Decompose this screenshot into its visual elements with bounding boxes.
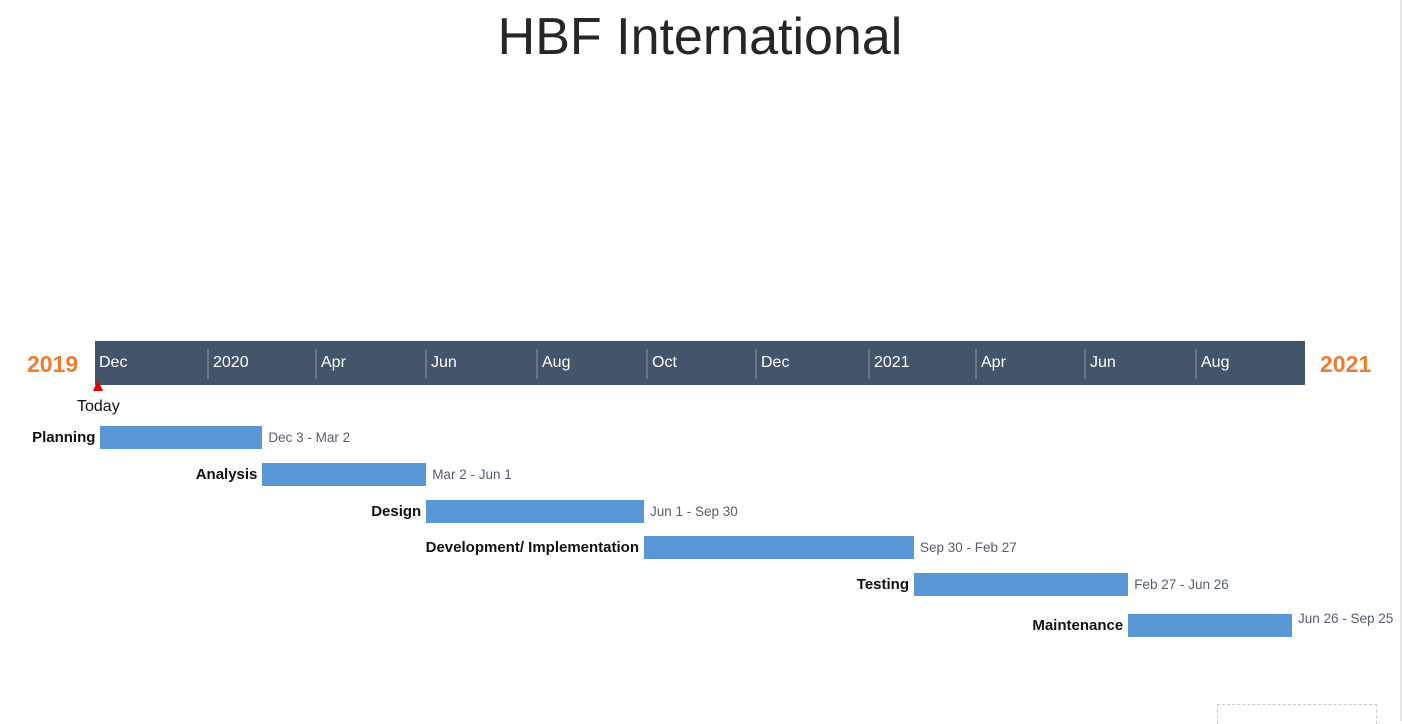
scale-tick-label: Jun <box>1084 349 1116 379</box>
scale-tick-label: Dec <box>99 354 128 371</box>
page-right-border <box>1400 0 1402 721</box>
scale-tick-label: Aug <box>536 349 570 379</box>
task-date-range-label: Mar 2 - Jun 1 <box>432 467 512 482</box>
scale-tick-label: Dec <box>755 349 789 379</box>
task-bar <box>914 573 1129 596</box>
watermark-placeholder <box>1217 704 1377 724</box>
scale-tick-label: Aug <box>1195 349 1229 379</box>
task-name-label: Analysis <box>195 466 258 483</box>
end-year-label: 2021 <box>1320 351 1372 377</box>
task-name-label: Design <box>371 503 422 520</box>
scale-tick-label: 2020 <box>207 349 249 379</box>
start-year-label: 2019 <box>27 351 79 377</box>
task-date-range-label: Sep 30 - Feb 27 <box>920 540 1017 555</box>
chart-title: HBF International <box>497 8 903 66</box>
today-label: Today <box>77 398 120 415</box>
task-bar <box>262 463 427 486</box>
task-name-label: Testing <box>856 576 909 593</box>
task-date-range-label: Jun 26 - Sep 25 <box>1298 611 1394 626</box>
scale-tick-label: Jun <box>425 349 457 379</box>
scale-tick-label: Apr <box>315 349 346 379</box>
scale-tick-label: Apr <box>975 349 1006 379</box>
task-name-label: Development/ Implementation <box>425 539 639 556</box>
timescale-bar: Dec 2020 Apr Jun Aug Oct Dec 2021 Apr Jun Aug <box>95 341 1305 385</box>
task-date-range-label: Feb 27 - Jun 26 <box>1134 577 1229 592</box>
task-name-label: Maintenance <box>1032 617 1124 634</box>
today-marker-icon <box>93 380 103 391</box>
task-date-range-label: Dec 3 - Mar 2 <box>268 430 351 445</box>
task-bar <box>644 536 914 559</box>
task-bar <box>426 500 644 523</box>
task-name-label: Planning <box>32 429 96 446</box>
task-bar <box>100 426 263 449</box>
task-date-range-label: Jun 1 - Sep 30 <box>650 504 738 519</box>
task-bar <box>1128 614 1292 637</box>
scale-tick-label: 2021 <box>868 349 910 379</box>
scale-tick-label: Oct <box>646 349 677 379</box>
